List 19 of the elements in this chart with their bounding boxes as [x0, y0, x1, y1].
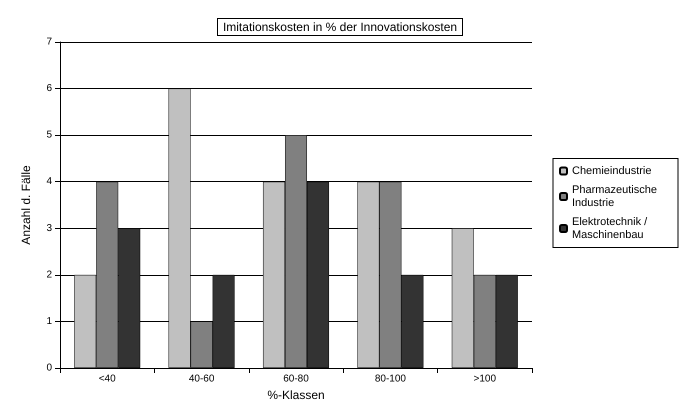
legend-label: Pharmazeutische Industrie — [572, 184, 660, 209]
x-tick-label: 60-80 — [283, 374, 310, 384]
x-tick-label: 80-100 — [374, 374, 406, 384]
y-tick-label: 3 — [46, 222, 52, 234]
y-tick-label: 7 — [46, 36, 52, 48]
legend-label: Chemieindustrie — [572, 165, 652, 177]
x-tick-label: >100 — [474, 374, 496, 384]
legend-label: Elektrotechnik / Maschinenbau — [572, 216, 650, 241]
x-tick-label: <40 — [98, 374, 116, 384]
chart-title: Imitationskosten in % der Innovationskosten — [222, 20, 458, 34]
y-axis-title: Anzahl d. Fälle — [19, 164, 33, 245]
x-tick-label: 40-60 — [188, 374, 215, 384]
y-tick-label: 6 — [46, 83, 52, 94]
y-tick-label: 4 — [46, 176, 52, 188]
x-axis-title: %-Klassen — [267, 388, 325, 402]
y-tick-label: 2 — [46, 269, 52, 280]
y-tick-label: 0 — [46, 362, 52, 374]
y-tick-label: 5 — [46, 130, 52, 141]
y-tick-label: 1 — [46, 316, 52, 327]
